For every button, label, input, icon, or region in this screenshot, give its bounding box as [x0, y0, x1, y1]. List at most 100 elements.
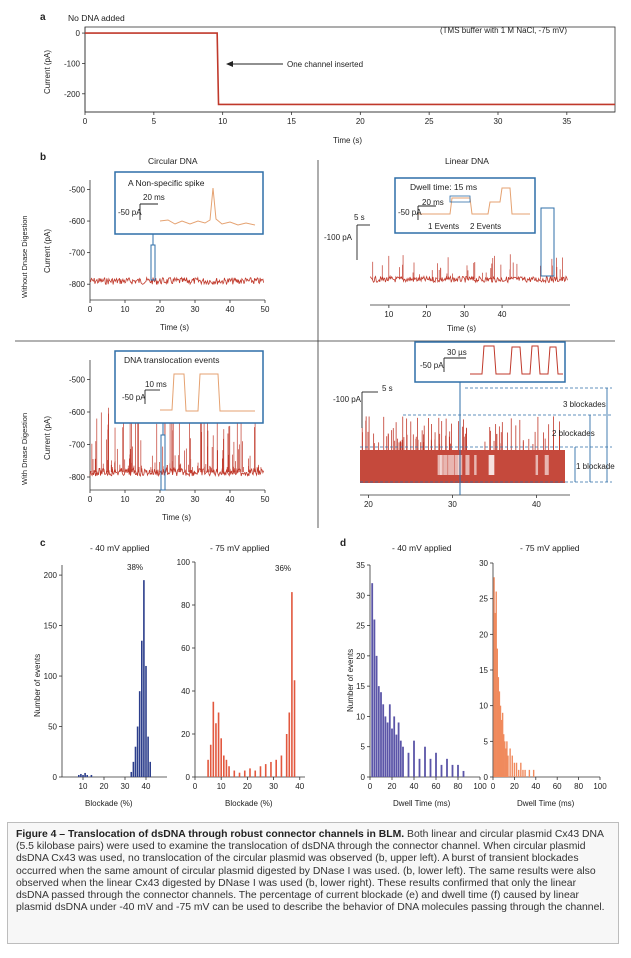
d-75mV-bar: [513, 762, 516, 777]
d-40mV-bar: [418, 758, 421, 777]
c-75mV-bar: [275, 759, 277, 777]
bul-trace: [89, 276, 264, 286]
panel-a-ylabel: Current (pA): [43, 50, 52, 94]
c-75mV-bar: [249, 768, 251, 777]
c-40mV-bar: [130, 771, 133, 777]
c-40mV-bar: [143, 580, 145, 777]
blr-scale-main-amp-label: -100 pA: [333, 395, 362, 404]
d-40mV-ytick-label: 0: [361, 773, 366, 782]
d-40mV-bar: [386, 722, 389, 777]
panel-b-row-with: With Dnase Digestion: [20, 413, 29, 485]
bul-scale-time-label: 20 ms: [143, 193, 165, 202]
a-ytick-label: 0: [76, 29, 81, 38]
c-75mV-bar: [233, 770, 236, 777]
d-40mV-xtick-label: 40: [410, 782, 419, 791]
c-40mV-ytick-label: 50: [48, 723, 57, 732]
c-40mV-bar: [138, 691, 141, 777]
blr-inset-scale-time-label: 30 µs: [447, 348, 467, 357]
c-75mV-bar: [243, 770, 246, 777]
blr-gap: [440, 455, 443, 475]
c-75mV-bar: [220, 738, 222, 777]
panel-a-xlabel: Time (s): [333, 136, 362, 145]
bur-event2-label: 2 Events: [470, 222, 501, 231]
d-right-xlabel: Dwell Time (ms): [517, 799, 575, 808]
d-left-xlabel: Dwell Time (ms): [393, 799, 451, 808]
d-75mV-bar: [524, 769, 526, 777]
d-40mV-bar: [384, 716, 387, 777]
panel-c: c - 40 mV applied - 75 mV applied 38% 36…: [33, 538, 305, 808]
d-40mV-xtick-label: 60: [432, 782, 441, 791]
c-40mV-bar: [90, 774, 93, 777]
caption-title: Figure 4 – Translocation of dsDNA throug…: [16, 829, 405, 840]
b-lower-right: 20 30 40 30 µs -50 pA 5 s -100 pA 3 blocka…: [333, 341, 615, 509]
d-75mV-bar: [497, 677, 500, 777]
d-75mV-bar: [522, 769, 524, 777]
d-40mV-bar: [373, 619, 376, 777]
b-lower-left-xtick-label: 50: [261, 495, 270, 504]
c-75mV-bar: [280, 755, 283, 777]
panel-d-right-title: - 75 mV applied: [520, 543, 580, 553]
b-upper-left-ytick-label: -600: [69, 217, 86, 226]
d-40mV-bar: [457, 764, 459, 777]
d-40mV-bar: [402, 746, 404, 777]
c-75mV-bar: [223, 755, 225, 777]
bll-trace: [89, 466, 264, 478]
b-lower-left-xtick-label: 20: [156, 495, 165, 504]
d-75mV-bar: [506, 741, 508, 777]
c-40mV-xtick-label: 40: [142, 782, 151, 791]
c-left-xlabel: Blockade (%): [85, 799, 133, 808]
c-40mV-bar: [147, 736, 149, 777]
d-40mV-xtick-label: 0: [368, 782, 373, 791]
c-75mV-bar: [264, 764, 267, 777]
c-40mV-ytick-label: 100: [44, 672, 58, 681]
blr-label-3: 3 blockades: [563, 400, 606, 409]
d-75mV-bar: [517, 769, 520, 777]
blr-gap: [448, 455, 455, 475]
d-left-ylabel: Number of events: [346, 649, 355, 712]
d-40mV-bar: [399, 740, 402, 777]
blr-label-1: 1 blockade: [576, 462, 615, 471]
d-40mV-bar: [371, 583, 374, 777]
d-40mV-bar: [397, 722, 400, 777]
a-xtick-label: 30: [494, 117, 503, 126]
bur-inset-title: Dwell time: 15 ms: [410, 182, 477, 192]
c-40mV-ytick-label: 0: [53, 773, 58, 782]
c-75mV-ytick-label: 40: [181, 687, 190, 696]
blr-inset-trace: [470, 345, 563, 375]
d-40mV-bar: [440, 764, 443, 777]
d-40mV-bar: [407, 752, 410, 777]
d-40mV-bar: [391, 728, 393, 777]
d-40mV-xtick-label: 80: [454, 782, 463, 791]
c-75mV-bar: [270, 761, 272, 777]
d-75mV-ytick-label: 0: [484, 773, 489, 782]
d-75mV-ytick-label: 25: [479, 595, 488, 604]
c-75mV-xtick-label: 40: [295, 782, 304, 791]
b-lower-left-xtick-label: 30: [191, 495, 200, 504]
c-40mV-xtick-label: 30: [121, 782, 130, 791]
b-lower-right-xtick-label: 30: [448, 500, 457, 509]
c-75mV-xtick-label: 10: [217, 782, 226, 791]
d-75mV-ytick-label: 20: [479, 630, 488, 639]
d-40mV-bar: [375, 655, 378, 777]
b-lower-left: 0 10 20 30 40 50 -500 -600 -700 -800 DNA transloc…: [43, 350, 270, 522]
blr-gap: [454, 455, 459, 475]
d-40mV-bar: [380, 692, 382, 777]
blr-gap: [488, 455, 495, 475]
blr-gap: [474, 455, 477, 475]
d-75mV-bar: [528, 769, 531, 777]
c-75mV-bar: [254, 770, 257, 777]
d-75mV-bar: [503, 734, 505, 777]
b-upper-left-ytick-label: -800: [69, 280, 86, 289]
figure-caption: Figure 4 – Translocation of dsDNA throug…: [7, 822, 619, 944]
b-upper-right-xtick-label: 20: [422, 310, 431, 319]
c-40mV-bar: [145, 665, 147, 777]
b-lower-left-xtick-label: 40: [226, 495, 235, 504]
bur-scale-time-label: 20 ms: [422, 198, 444, 207]
bul-inset-trace: [159, 187, 256, 226]
b-upper-right-xtick-label: 10: [384, 310, 393, 319]
d-75mV-xtick-label: 60: [553, 782, 562, 791]
b-lower-left-xtick-label: 0: [88, 495, 93, 504]
d-40mV-ytick-label: 35: [356, 561, 365, 570]
d-40mV-bar: [451, 764, 454, 777]
a-ytick-label: -100: [64, 59, 81, 68]
